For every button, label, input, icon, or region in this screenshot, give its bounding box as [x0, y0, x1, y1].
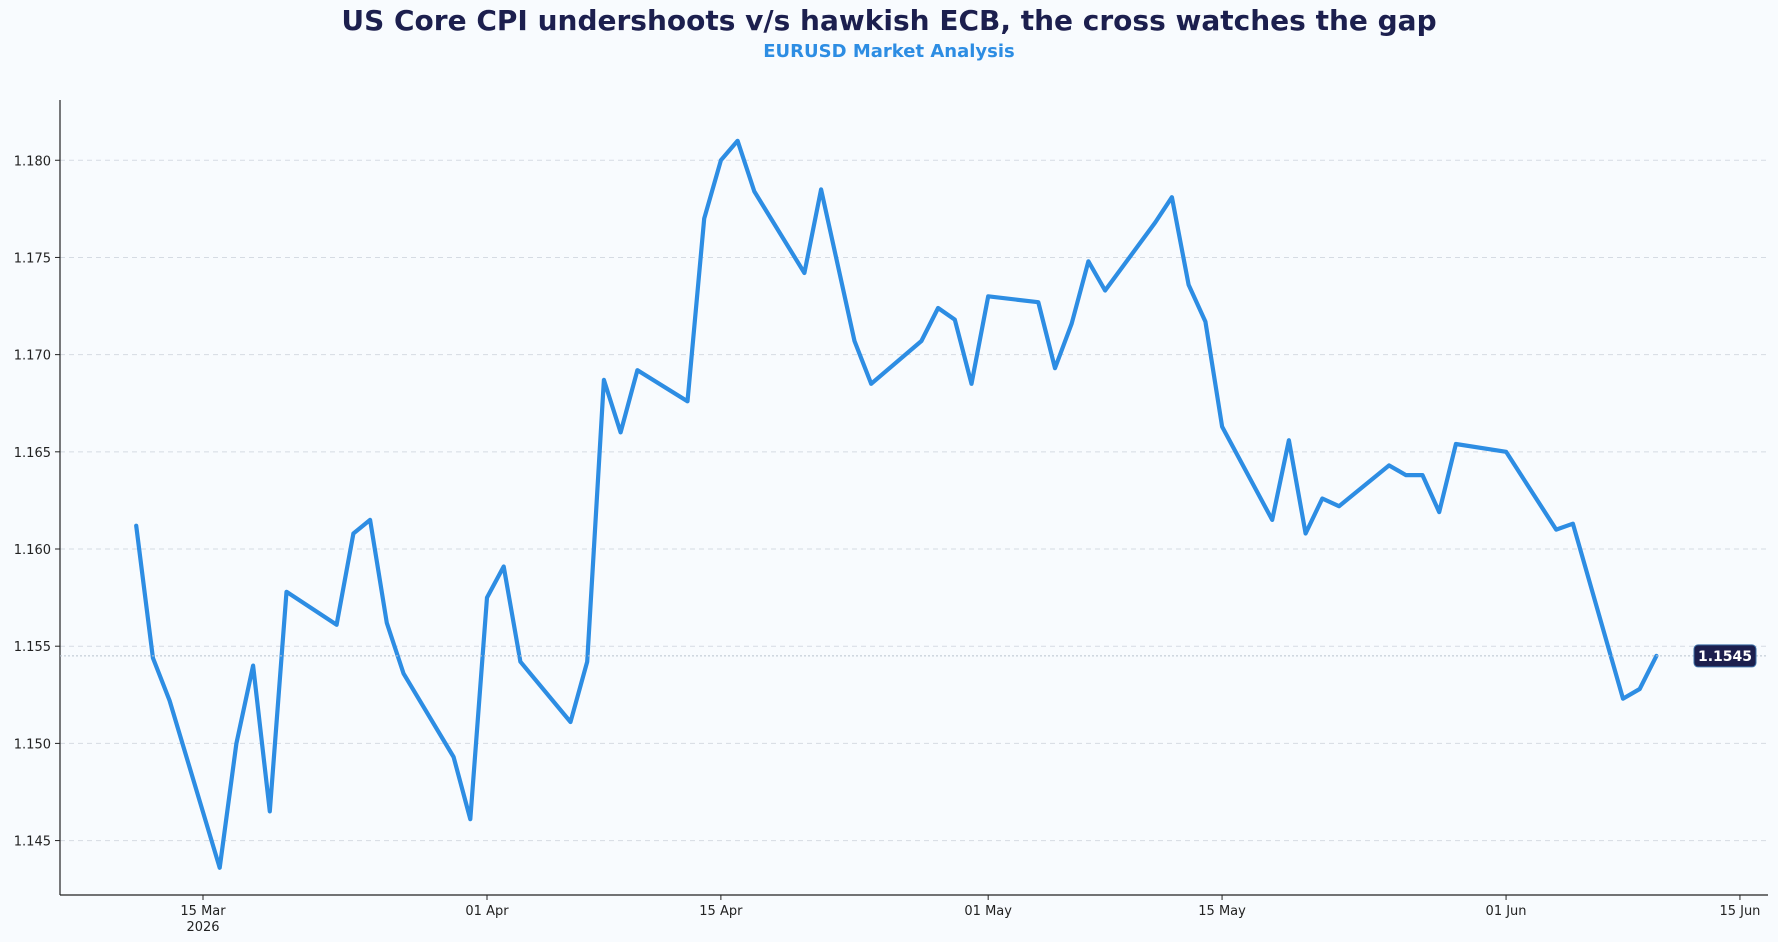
- last-value-badge: [1693, 644, 1757, 668]
- y-tick-label: 1.160: [14, 543, 51, 558]
- y-tick-label: 1.170: [14, 349, 51, 364]
- y-tick-label: 1.175: [14, 251, 51, 266]
- x-tick-label: 15 Apr: [699, 904, 743, 919]
- x-tick-label: 15 May: [1198, 904, 1246, 919]
- x-tick-label: 01 Apr: [465, 904, 509, 919]
- y-tick-label: 1.165: [14, 446, 51, 461]
- y-tick-label: 1.145: [14, 835, 51, 850]
- last-value-label: 1.1545: [1698, 649, 1752, 665]
- price-series-line: [134, 138, 1659, 870]
- chart-title: US Core CPI undershoots v/s hawkish ECB,…: [341, 4, 1437, 37]
- y-tick-label: 1.180: [14, 154, 51, 169]
- y-tick-label: 1.155: [14, 640, 51, 655]
- y-tick-label: 1.150: [14, 737, 51, 752]
- x-tick-year-label: 2026: [186, 920, 219, 935]
- chart-subtitle: EURUSD Market Analysis: [763, 41, 1015, 62]
- x-tick-label: 15 Jun: [1719, 904, 1760, 919]
- x-tick-label: 01 Jun: [1486, 904, 1527, 919]
- x-tick-label: 15 Mar: [180, 904, 226, 919]
- x-tick-label: 01 May: [964, 904, 1012, 919]
